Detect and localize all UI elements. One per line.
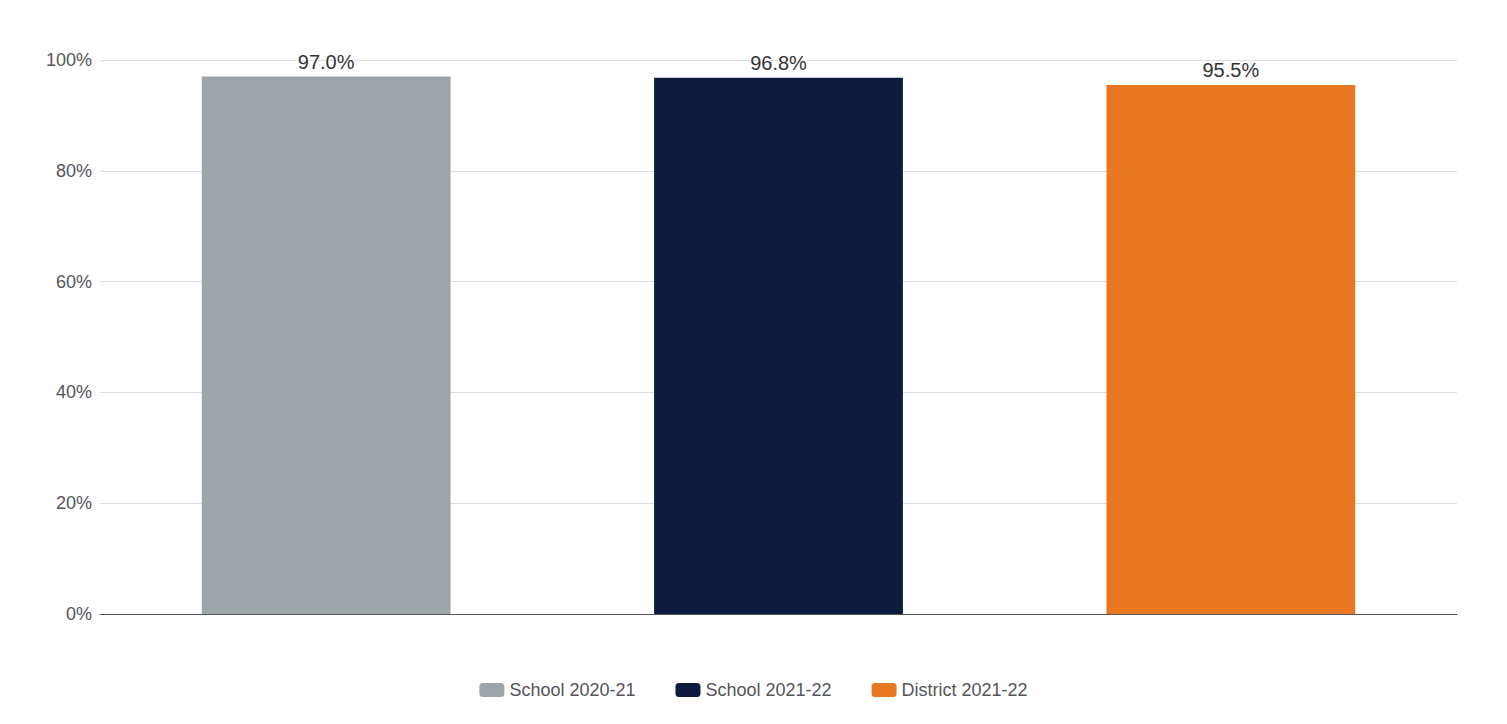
svg-text:100%: 100% bbox=[46, 50, 92, 70]
svg-text:40%: 40% bbox=[56, 382, 92, 402]
svg-text:20%: 20% bbox=[56, 493, 92, 513]
svg-text:School 2021-22: School 2021-22 bbox=[705, 680, 831, 700]
svg-text:97.0%: 97.0% bbox=[298, 51, 355, 73]
svg-text:60%: 60% bbox=[56, 272, 92, 292]
svg-text:95.5%: 95.5% bbox=[1202, 59, 1259, 81]
svg-text:0%: 0% bbox=[66, 604, 92, 624]
svg-text:District 2021-22: District 2021-22 bbox=[902, 680, 1028, 700]
svg-text:96.8%: 96.8% bbox=[750, 52, 807, 74]
svg-text:80%: 80% bbox=[56, 161, 92, 181]
svg-text:School 2020-21: School 2020-21 bbox=[509, 680, 635, 700]
